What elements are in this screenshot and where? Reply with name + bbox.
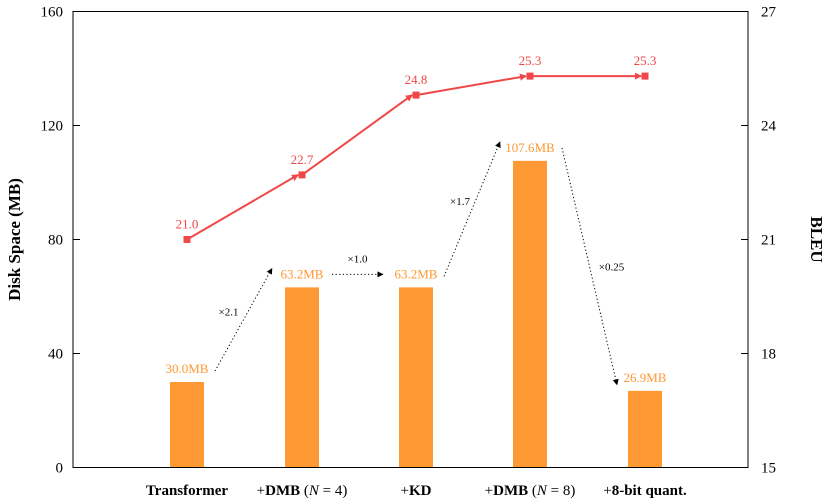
bar-4: [513, 160, 547, 468]
bar-value-label: 63.2MB: [281, 266, 324, 281]
bleu-point: [412, 91, 420, 99]
y-axis-title: Disk Space (MB): [5, 178, 24, 301]
ratio-label: ×1.0: [348, 253, 368, 265]
ratio-label: ×2.1: [219, 307, 239, 319]
y-tick-label: 80: [48, 233, 63, 249]
ratio-arrow: [443, 141, 501, 277]
bleu-point: [641, 72, 649, 80]
bleu-value-label: 21.0: [176, 217, 199, 232]
ratio-label: ×0.25: [599, 261, 625, 273]
y2-tick-label: 18: [761, 347, 776, 363]
bleu-line-segment: [415, 73, 527, 97]
bar-2: [285, 287, 319, 468]
bleu-value-label: 22.7: [291, 152, 314, 167]
bleu-point: [183, 236, 191, 243]
ratio-label: ×1.7: [450, 196, 470, 208]
category-label: +KD: [401, 483, 432, 499]
bar-1: [170, 382, 204, 468]
y2-tick-label: 24: [761, 119, 777, 135]
bar-5: [628, 390, 662, 468]
category-label: Transformer: [146, 483, 229, 499]
bleu-line-segment: [301, 94, 413, 176]
ticks-layer: 0 40 80 120 160 15 18 21 24 27 Transformer +DMB (N …: [41, 5, 777, 500]
bar-value-label: 63.2MB: [395, 266, 438, 281]
bleu-value-label: 24.8: [405, 72, 428, 87]
category-label: +8-bit quant.: [603, 483, 687, 499]
bar-3: [399, 287, 433, 468]
y2-tick-label: 15: [761, 461, 776, 477]
category-label: +DMB (N = 8): [485, 483, 576, 499]
ratio-arrow: [561, 147, 619, 386]
bars-layer: 30.0MB 63.2MB 63.2MB 107.6MB 26.9MB: [166, 140, 667, 468]
bleu-line-segment: [186, 174, 299, 241]
y-tick-label: 40: [48, 347, 63, 363]
bleu-value-label: 25.3: [634, 53, 657, 68]
y2-tick-label: 21: [761, 233, 776, 249]
bleu-point: [298, 171, 306, 179]
bleu-value-label: 25.3: [519, 53, 542, 68]
y2-axis-title: BLEU: [807, 216, 826, 262]
y-tick-label: 160: [41, 5, 64, 21]
bar-value-label: 107.6MB: [505, 140, 555, 155]
y-tick-label: 120: [41, 119, 64, 135]
ratio-arrows-layer: ×2.1 ×1.0 ×1.7 ×0.25: [214, 141, 625, 386]
category-label: +DMB (N = 4): [257, 483, 348, 499]
bleu-line-layer: 21.0 22.7 24.8 25.3 25.3: [176, 53, 657, 243]
y2-tick-label: 27: [761, 5, 777, 21]
bar-value-label: 30.0MB: [166, 361, 209, 376]
ratio-arrow: [214, 267, 273, 372]
bleu-point: [526, 72, 534, 80]
y-tick-label: 0: [56, 461, 64, 477]
bar-value-label: 26.9MB: [624, 370, 667, 385]
